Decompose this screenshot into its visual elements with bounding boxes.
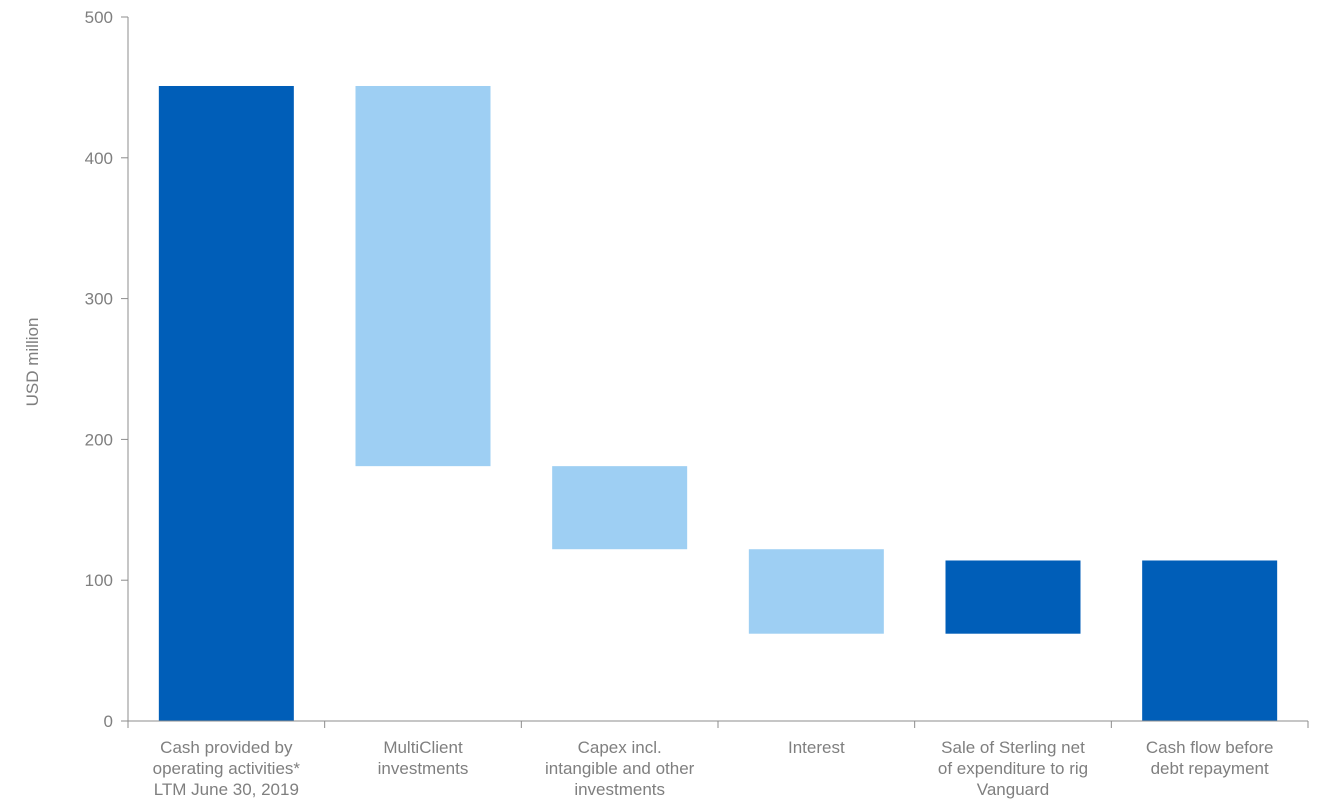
x-ticks-group: Cash provided by operating activities* LTM…	[127, 721, 1309, 799]
y-ticks-group: 0 100 200 300 400 500	[85, 8, 128, 731]
bar-2	[355, 85, 491, 467]
x-category-label: Cash provided by operating activities* LTM…	[153, 738, 301, 799]
y-tick-label: 400	[85, 149, 113, 168]
y-tick-label: 500	[85, 8, 113, 27]
bar-3	[552, 466, 688, 550]
x-category-label: Sale of Sterling net of expenditure to ri…	[938, 738, 1088, 799]
x-category-label: Interest	[788, 738, 845, 757]
y-axis-title: USD million	[23, 318, 42, 407]
x-category-label: Capex incl. intangible and other investmen…	[545, 738, 695, 799]
y-tick-label: 300	[85, 290, 113, 309]
bar-6	[1142, 560, 1278, 721]
x-category-label: Cash flow before debt repayment	[1146, 738, 1274, 778]
y-tick-label: 100	[85, 571, 113, 590]
y-tick-label: 0	[104, 712, 113, 731]
x-category-label: MultiClient investments	[378, 738, 469, 778]
bars-group	[158, 85, 1278, 721]
bar-4	[748, 549, 884, 634]
bar-5	[945, 560, 1081, 634]
bar-1	[158, 85, 294, 721]
y-tick-label: 200	[85, 430, 113, 449]
